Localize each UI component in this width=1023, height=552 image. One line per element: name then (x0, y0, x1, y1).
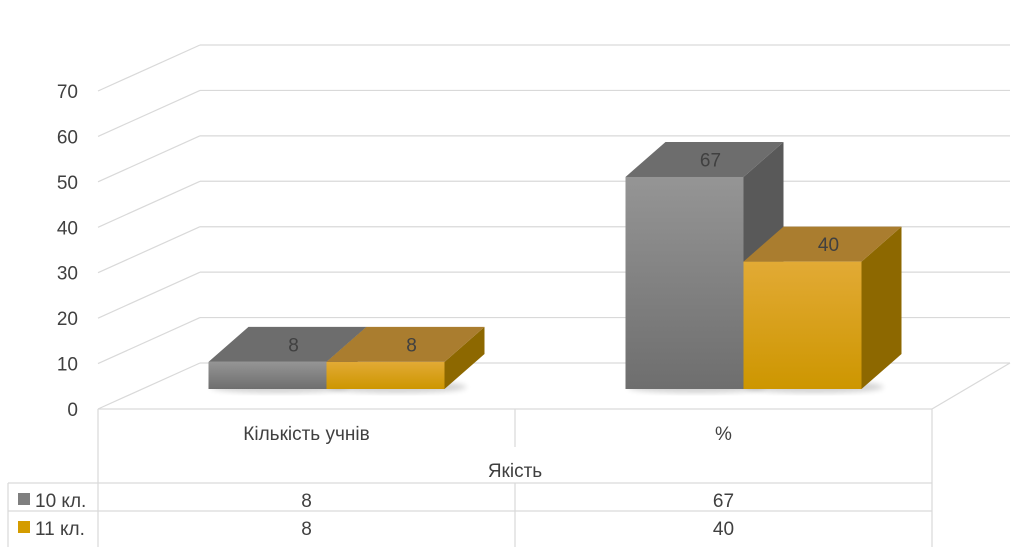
bar-top (743, 226, 902, 262)
y-tick-label: 0 (67, 400, 78, 421)
gridline-diagonal (97, 271, 201, 319)
data-label: 8 (406, 335, 417, 356)
legend-label: 10 кл. (35, 491, 86, 512)
bar-10kl-1 (625, 176, 744, 389)
y-tick-label: 10 (57, 355, 78, 376)
data-label: 40 (818, 235, 839, 256)
table-cell: 40 (713, 519, 734, 540)
group-label: Якість (488, 461, 542, 482)
bar-top (208, 326, 367, 362)
table-cell: 67 (713, 491, 734, 512)
bar-side (861, 226, 902, 389)
y-tick-label: 70 (57, 82, 78, 103)
gridline-diagonal (97, 317, 201, 365)
bar-top (625, 141, 784, 177)
gridline-diagonal (97, 180, 201, 228)
table-cell: 8 (301, 519, 312, 540)
gridline-diagonal (97, 89, 201, 137)
floor-right-edge (931, 362, 1011, 410)
gridline-diagonal (97, 135, 201, 183)
y-tick-label: 60 (57, 127, 78, 148)
y-tick-label: 40 (57, 218, 78, 239)
legend-key-11kl (18, 521, 30, 533)
table-cell: 8 (301, 491, 312, 512)
bar-10kl-0 (208, 361, 327, 389)
y-tick-label: 20 (57, 309, 78, 330)
category-label: % (715, 424, 732, 445)
bar-11kl-0 (326, 361, 445, 389)
category-label: Кількість учнів (243, 424, 369, 445)
bar-top (326, 326, 485, 362)
bar-side (444, 326, 485, 389)
bar-11kl-1 (743, 261, 862, 389)
data-label: 8 (288, 335, 299, 356)
gridline-diagonal (97, 226, 201, 274)
y-tick-label: 50 (57, 173, 78, 194)
data-label: 67 (700, 150, 721, 171)
legend-label: 11 кл. (35, 519, 85, 540)
legend-key-10kl (18, 493, 30, 505)
y-tick-label: 30 (57, 264, 78, 285)
gridline-diagonal (97, 362, 201, 410)
gridline-diagonal (97, 44, 201, 92)
